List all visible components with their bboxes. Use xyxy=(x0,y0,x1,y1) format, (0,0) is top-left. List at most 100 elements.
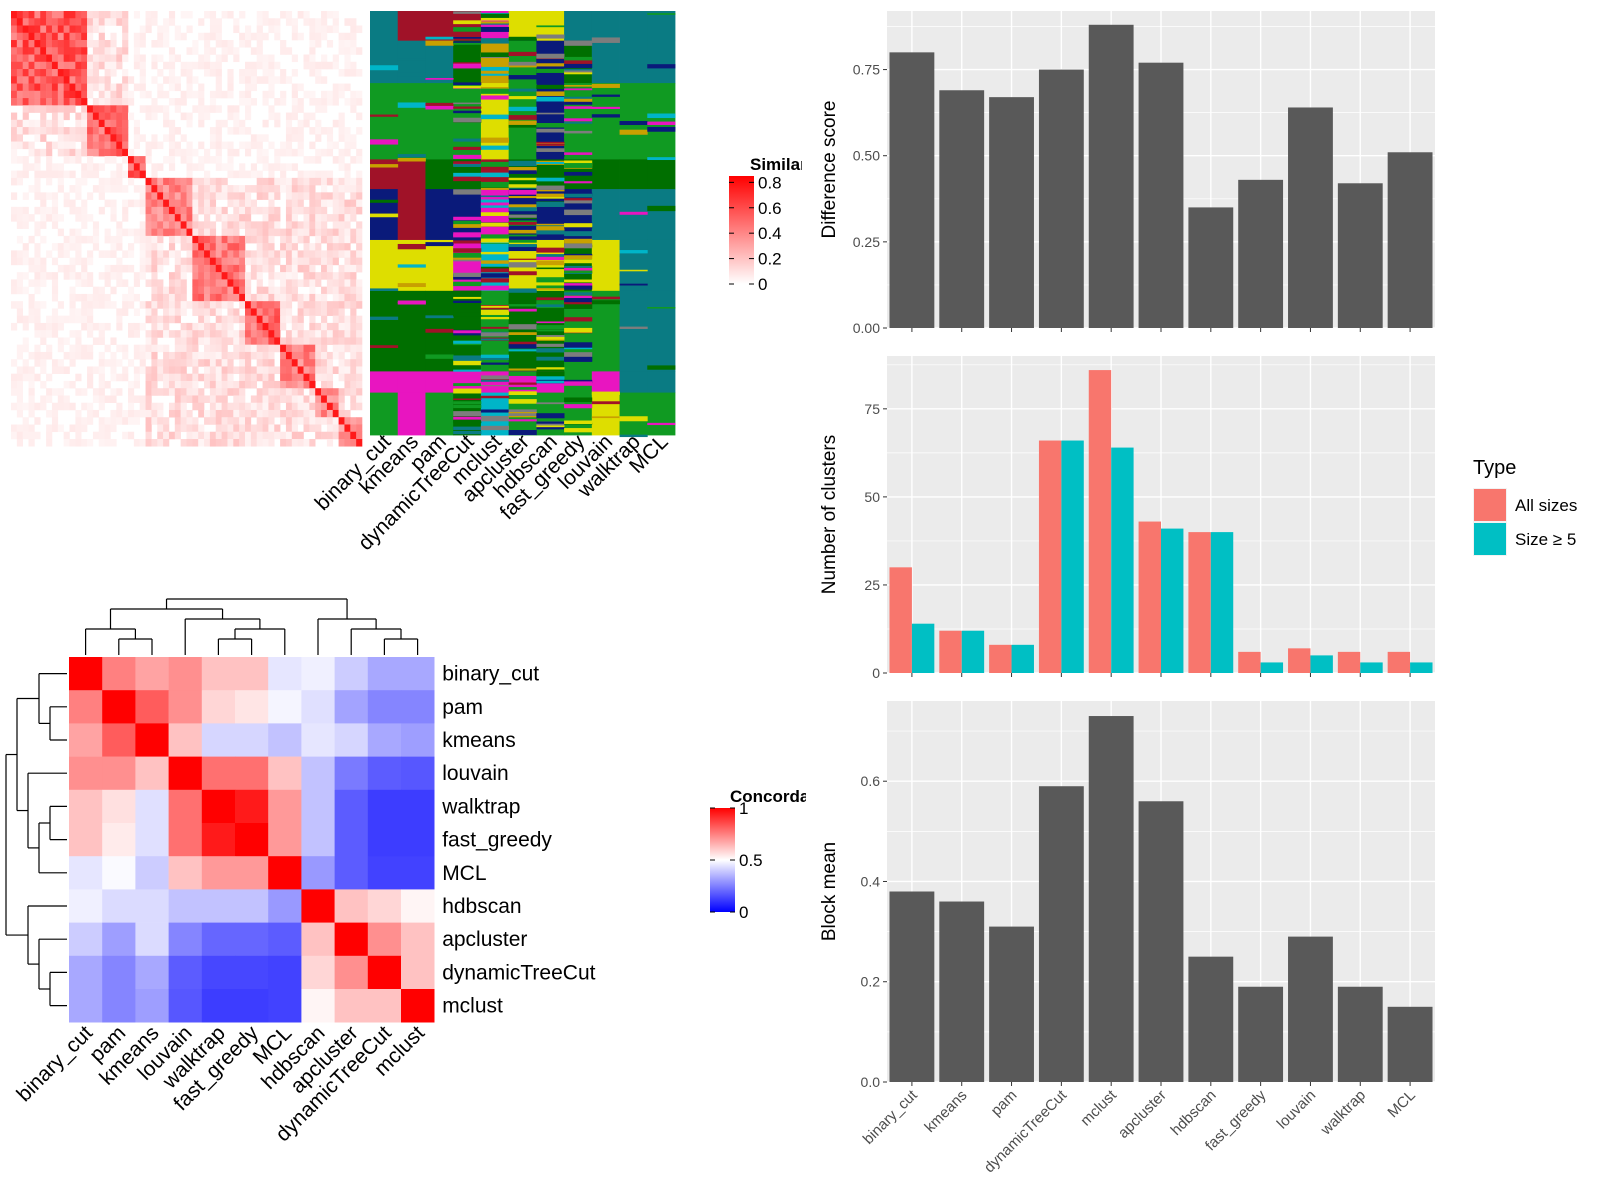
similarity-cell xyxy=(321,395,328,404)
bar-size-ge-5 xyxy=(1410,662,1433,673)
similarity-cell xyxy=(239,127,246,135)
similarity-cell xyxy=(297,380,304,389)
similarity-cell xyxy=(215,409,222,418)
similarity-cell xyxy=(285,141,293,150)
similarity-cell xyxy=(198,54,205,63)
similarity-cell xyxy=(256,47,263,55)
similarity-cell xyxy=(133,366,140,374)
similarity-cell xyxy=(332,199,339,208)
similarity-cell xyxy=(198,98,205,106)
similarity-cell xyxy=(168,141,176,150)
concordance-cell xyxy=(334,690,369,724)
similarity-cell xyxy=(350,105,357,113)
similarity-cell xyxy=(209,192,217,200)
similarity-cell xyxy=(128,177,135,186)
similarity-cell xyxy=(245,250,252,258)
similarity-cell xyxy=(268,214,275,222)
similarity-cell xyxy=(309,250,316,258)
similarity-cell xyxy=(116,119,123,128)
similarity-cell xyxy=(180,366,187,374)
similarity-cell xyxy=(174,395,181,404)
similarity-cell xyxy=(51,359,59,367)
similarity-cell xyxy=(22,257,29,266)
similarity-cell xyxy=(321,54,328,63)
similarity-cell xyxy=(291,25,298,34)
similarity-cell xyxy=(268,366,275,374)
similarity-cell xyxy=(209,344,217,353)
similarity-cell xyxy=(81,308,88,316)
similarity-cell xyxy=(116,402,123,411)
similarity-cell xyxy=(163,250,170,258)
bar-all-sizes xyxy=(1188,532,1211,673)
similarity-cell xyxy=(227,40,234,48)
similarity-cell xyxy=(198,83,205,92)
similarity-cell xyxy=(122,301,129,309)
similarity-cell xyxy=(291,199,298,208)
similarity-cell xyxy=(356,330,363,338)
similarity-cell xyxy=(221,431,228,440)
similarity-cell xyxy=(215,18,222,26)
similarity-cell xyxy=(245,257,252,266)
concordance-cell xyxy=(401,657,435,691)
similarity-cell xyxy=(75,148,82,157)
partition-band xyxy=(591,11,620,42)
partition-stripe xyxy=(564,118,593,122)
similarity-cell xyxy=(168,228,176,237)
partition-stripe xyxy=(508,207,537,212)
similarity-cell xyxy=(22,112,29,121)
similarity-cell xyxy=(139,54,146,63)
similarity-cell xyxy=(280,279,287,287)
similarity-cell xyxy=(268,141,275,150)
partition-stripe xyxy=(508,234,537,237)
similarity-cell xyxy=(98,11,105,19)
similarity-cell xyxy=(98,272,105,280)
similarity-cell xyxy=(75,76,82,84)
similarity-cell xyxy=(133,438,140,447)
similarity-cell xyxy=(274,163,281,171)
similarity-cell xyxy=(291,359,298,367)
similarity-cell xyxy=(157,250,164,258)
similarity-cell xyxy=(309,40,316,48)
similarity-cell xyxy=(168,351,176,360)
similarity-cell xyxy=(356,366,363,374)
similarity-cell xyxy=(350,315,357,324)
similarity-cell xyxy=(309,402,316,411)
similarity-cell xyxy=(262,76,269,84)
similarity-tick-label: 0.4 xyxy=(758,224,782,243)
similarity-cell xyxy=(280,417,287,425)
similarity-cell xyxy=(168,148,176,157)
similarity-cell xyxy=(92,366,100,374)
similarity-cell xyxy=(262,431,269,440)
similarity-cell xyxy=(350,214,357,222)
similarity-cell xyxy=(40,199,47,208)
similarity-cell xyxy=(309,170,316,179)
similarity-cell xyxy=(163,25,170,34)
concordance-cell xyxy=(401,955,435,990)
similarity-cell xyxy=(133,308,140,316)
similarity-cell xyxy=(16,83,23,92)
similarity-cell xyxy=(215,235,222,244)
similarity-cell xyxy=(69,40,76,48)
similarity-cell xyxy=(239,235,246,244)
similarity-cell xyxy=(133,163,140,171)
similarity-cell xyxy=(209,380,217,389)
similarity-cell xyxy=(110,185,117,193)
similarity-cell xyxy=(139,235,146,244)
similarity-cell xyxy=(116,177,123,186)
similarity-cell xyxy=(285,47,293,55)
partition-stripe xyxy=(564,304,593,309)
similarity-cell xyxy=(280,250,287,258)
similarity-cell xyxy=(122,98,129,106)
similarity-cell xyxy=(204,177,211,186)
similarity-cell xyxy=(321,206,328,215)
similarity-cell xyxy=(192,366,199,374)
similarity-cell xyxy=(209,90,217,99)
similarity-cell xyxy=(145,199,152,208)
partition-stripe xyxy=(647,64,676,69)
similarity-cell xyxy=(256,308,263,316)
similarity-cell xyxy=(145,25,152,34)
similarity-cell xyxy=(40,25,47,34)
similarity-cell xyxy=(69,228,76,237)
similarity-cell xyxy=(262,69,269,77)
similarity-cell xyxy=(46,61,53,70)
